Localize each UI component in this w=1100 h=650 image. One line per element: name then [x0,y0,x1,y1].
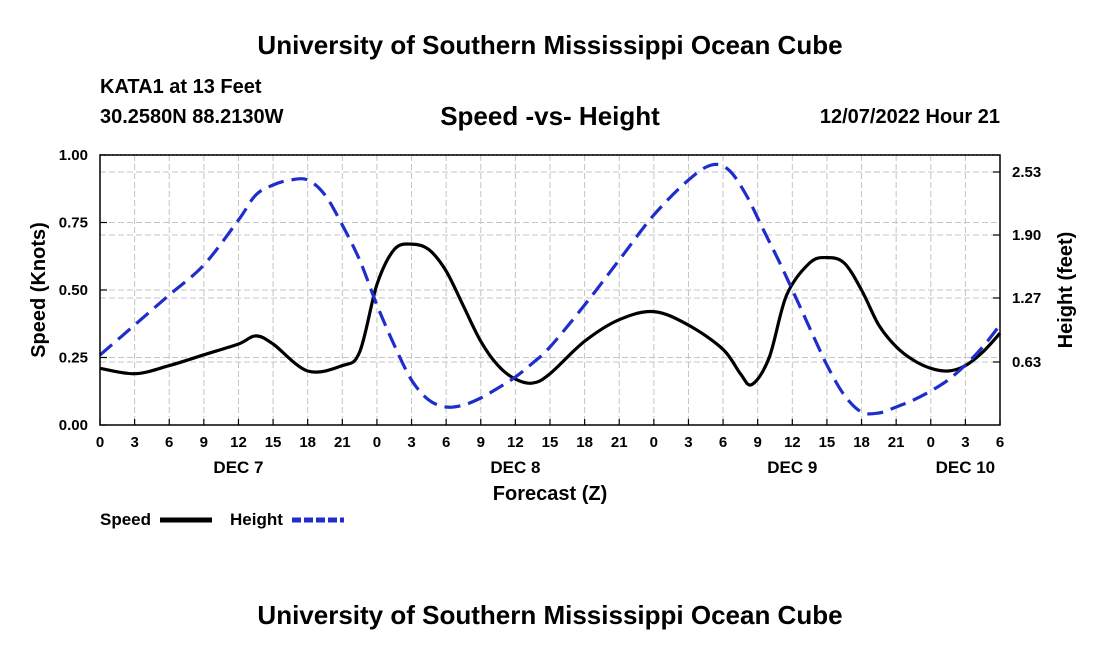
x-day-label: DEC 10 [936,458,996,477]
series-line-speed [99,242,1002,387]
y-right-tick-label: 0.63 [1012,354,1041,371]
x-tick-label: 3 [130,434,138,451]
chart-subtitle: Speed -vs- Height [440,101,660,131]
y-left-tick-label: 0.25 [59,350,88,367]
x-tick-label: 0 [650,434,658,451]
x-tick-label: 15 [542,434,559,451]
legend-height-label: Height [230,510,283,529]
x-tick-label: 0 [373,434,381,451]
station-coordinates: 30.2580N 88.2130W [100,106,284,128]
x-tick-label: 21 [611,434,628,451]
series-line-height [98,162,1002,416]
forecast-timestamp: 12/07/2022 Hour 21 [819,106,1000,128]
y-right-tick-label: 1.90 [1012,227,1041,244]
y-right-tick-label: 1.27 [1012,290,1041,307]
x-tick-label: 18 [299,434,316,451]
axis-layer: 0 3 6 9 12 15 18 21 0 3 6 9 12 15 18 21 0 3 6 9 12 15 18 21 0 3 6D… [59,147,1041,477]
legend: Speed Height [100,510,344,529]
y-left-tick-label: 1.00 [59,147,88,164]
x-tick-label: 15 [819,434,836,451]
y-left-tick-label: 0.00 [59,417,88,434]
x-tick-label: 6 [165,434,173,451]
series-layer [98,162,1002,416]
x-day-label: DEC 8 [490,458,540,477]
x-tick-label: 21 [888,434,905,451]
y-left-tick-label: 0.75 [59,215,88,232]
station-label: KATA1 at 13 Feet [100,76,262,98]
x-tick-label: 15 [265,434,282,451]
x-tick-label: 6 [996,434,1004,451]
x-tick-label: 9 [200,434,208,451]
legend-speed-label: Speed [100,510,151,529]
x-tick-label: 0 [927,434,935,451]
x-tick-label: 3 [961,434,969,451]
y-axis-right-title: Height (feet) [1055,232,1077,349]
y-right-tick-label: 2.53 [1012,164,1041,181]
x-tick-label: 9 [477,434,485,451]
y-left-tick-label: 0.50 [59,282,88,299]
x-tick-label: 18 [853,434,870,451]
x-day-label: DEC 9 [767,458,817,477]
x-tick-label: 3 [407,434,415,451]
x-tick-label: 9 [754,434,762,451]
y-axis-left-title: Speed (Knots) [28,222,50,358]
grid-layer [99,154,1001,426]
footer-title: University of Southern Mississippi Ocean… [257,600,843,630]
x-tick-label: 0 [96,434,104,451]
x-tick-label: 12 [784,434,801,451]
x-tick-label: 18 [576,434,593,451]
x-tick-label: 12 [230,434,247,451]
page-title: University of Southern Mississippi Ocean… [257,30,843,60]
x-tick-label: 6 [719,434,727,451]
x-tick-label: 12 [507,434,524,451]
x-day-label: DEC 7 [213,458,263,477]
x-axis-title: Forecast (Z) [493,483,607,505]
x-tick-label: 21 [334,434,351,451]
x-tick-label: 3 [684,434,692,451]
x-tick-label: 6 [442,434,450,451]
